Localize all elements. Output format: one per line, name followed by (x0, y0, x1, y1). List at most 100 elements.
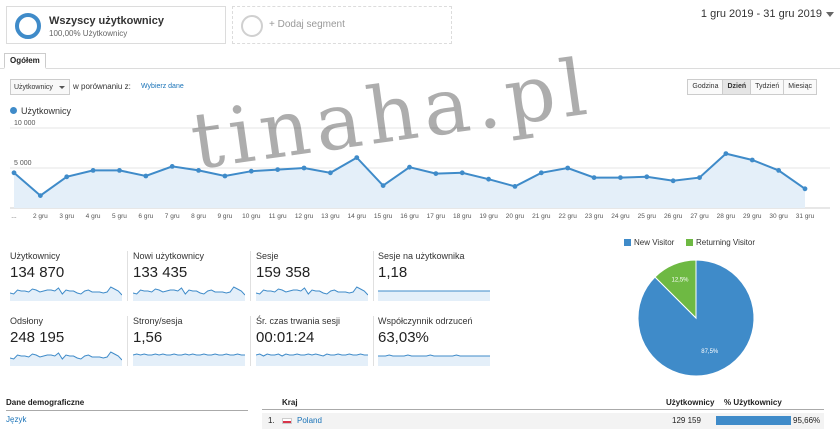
sparkline (10, 351, 122, 366)
data-point (64, 174, 70, 180)
data-point (486, 176, 491, 182)
sparkline-fill (133, 354, 245, 366)
x-tick-label: 16 gru (400, 213, 419, 220)
data-point (11, 170, 17, 176)
scorecard-label: Śr. czas trwania sesji (256, 316, 341, 326)
table-row[interactable]: 1. Poland 129 159 95,66% (262, 413, 824, 429)
x-tick-label: 7 gru (165, 213, 180, 220)
scorecard[interactable]: Strony/sesja 1,56 (133, 316, 245, 372)
data-point (222, 173, 228, 179)
data-point (591, 175, 597, 180)
data-point (538, 170, 544, 176)
granularity-day-button[interactable]: Dzień (722, 79, 752, 95)
sparkline-fill (10, 287, 122, 301)
row-users: 129 159 (672, 416, 701, 425)
scorecard-value: 248 195 (10, 329, 65, 346)
legend-label: New Visitor (634, 238, 675, 247)
sparkline-line (10, 351, 122, 361)
scorecard[interactable]: Sesje 159 358 (256, 251, 368, 307)
data-point (196, 168, 201, 173)
x-tick-label: 29 gru (743, 213, 762, 220)
pie-slice-label: 87,5% (701, 349, 719, 355)
scorecard[interactable]: Współczynnik odrzuceń 63,03% (378, 316, 490, 372)
chevron-down-icon (59, 86, 65, 89)
series-legend-dot (10, 107, 17, 114)
scorecard[interactable]: Śr. czas trwania sesji 00:01:24 (256, 316, 368, 372)
x-tick-label: 26 gru (664, 213, 683, 220)
data-point (328, 170, 333, 176)
scorecard[interactable]: Nowi użytkownicy 133 435 (133, 251, 245, 307)
scorecard[interactable]: Użytkownicy 134 870 (10, 251, 122, 307)
data-point (618, 175, 623, 180)
sparkline (378, 290, 490, 301)
pie-slice-label: 12,5% (672, 277, 690, 283)
data-point (143, 173, 149, 179)
row-pct: 95,66% (793, 416, 821, 425)
data-point (644, 174, 650, 180)
scorecard-value: 00:01:24 (256, 329, 315, 346)
scorecard-value: 1,18 (378, 264, 408, 281)
metric-dropdown-value: Użytkownicy (14, 84, 53, 91)
metric-dropdown[interactable]: Użytkownicy (10, 79, 70, 95)
date-range-selector[interactable]: 1 gru 2019 - 31 gru 2019 (700, 8, 822, 20)
language-link[interactable]: Język (6, 415, 27, 424)
x-tick-label: 8 gru (191, 213, 206, 220)
visitor-pie-chart[interactable]: 87,5% 12,5% (636, 258, 756, 378)
x-tick-label: 4 gru (86, 213, 101, 220)
data-point (248, 168, 254, 174)
granularity-month-button[interactable]: Miesiąc (783, 79, 817, 95)
scorecard[interactable]: Odsłony 248 195 (10, 316, 122, 372)
sparkline-line (256, 353, 368, 357)
scorecard-label: Odsłony (10, 316, 44, 326)
scorecard-divider (373, 251, 374, 301)
series-legend-label: Użytkownicy (21, 106, 72, 116)
tab-overview[interactable]: Ogółem (4, 53, 46, 69)
sparkline (256, 353, 368, 366)
x-tick-label: 12 gru (295, 213, 314, 220)
sparkline (133, 353, 245, 366)
x-tick-label: 24 gru (611, 213, 630, 220)
chevron-down-icon[interactable] (826, 12, 834, 17)
sparkline-fill (378, 291, 490, 301)
demographics-header: Dane demograficzne (6, 398, 248, 411)
scorecard-label: Strony/sesja (133, 316, 183, 326)
pct-bar (716, 416, 791, 425)
x-tick-label: 22 gru (558, 213, 577, 220)
pct-column-header: % Użytkownicy (724, 398, 782, 407)
tab-bar-divider (0, 68, 840, 69)
segment-subtitle: 100,00% Użytkownicy (49, 29, 128, 38)
data-point (565, 165, 571, 171)
sparkline (133, 286, 245, 301)
sparkline-line (133, 286, 245, 296)
legend-new-visitor: New Visitor (624, 238, 674, 247)
scorecard-divider (250, 316, 251, 366)
scorecard-divider (127, 251, 128, 301)
data-point (169, 164, 175, 169)
area-fill (14, 153, 805, 208)
country-link[interactable]: Poland (297, 416, 322, 425)
data-point (37, 193, 43, 198)
sparkline-line (10, 286, 122, 296)
x-tick-label: 2 gru (33, 213, 48, 220)
x-tick-label: 30 gru (769, 213, 788, 220)
segment-all-users[interactable]: Wszyscy użytkownicy 100,00% Użytkownicy (6, 6, 226, 44)
data-point (433, 171, 439, 176)
scorecard-label: Użytkownicy (10, 251, 61, 261)
poland-flag-icon (282, 418, 292, 424)
granularity-week-button[interactable]: Tydzień (750, 79, 785, 95)
add-segment-button[interactable]: + Dodaj segment (232, 6, 452, 44)
x-tick-label: 21 gru (532, 213, 551, 220)
legend-returning-visitor: Returning Visitor (686, 238, 755, 247)
granularity-hour-button[interactable]: Godzina (687, 79, 724, 95)
x-tick-label: 10 gru (242, 213, 261, 220)
data-point (380, 183, 386, 188)
data-point (776, 168, 782, 173)
segment-circle-icon (15, 13, 41, 39)
select-metric-link[interactable]: Wybierz dane (141, 83, 184, 90)
scorecard-value: 1,56 (133, 329, 163, 346)
sparkline-fill (133, 287, 245, 301)
pie-slice (654, 259, 697, 320)
scorecard[interactable]: Sesje na użytkownika 1,18 (378, 251, 490, 307)
scorecard-label: Współczynnik odrzuceń (378, 316, 473, 326)
users-line-chart[interactable]: 10 000 5 000... 2 gru 3 gru 4 gru 5 gru 6 gru 7… (0, 118, 840, 226)
